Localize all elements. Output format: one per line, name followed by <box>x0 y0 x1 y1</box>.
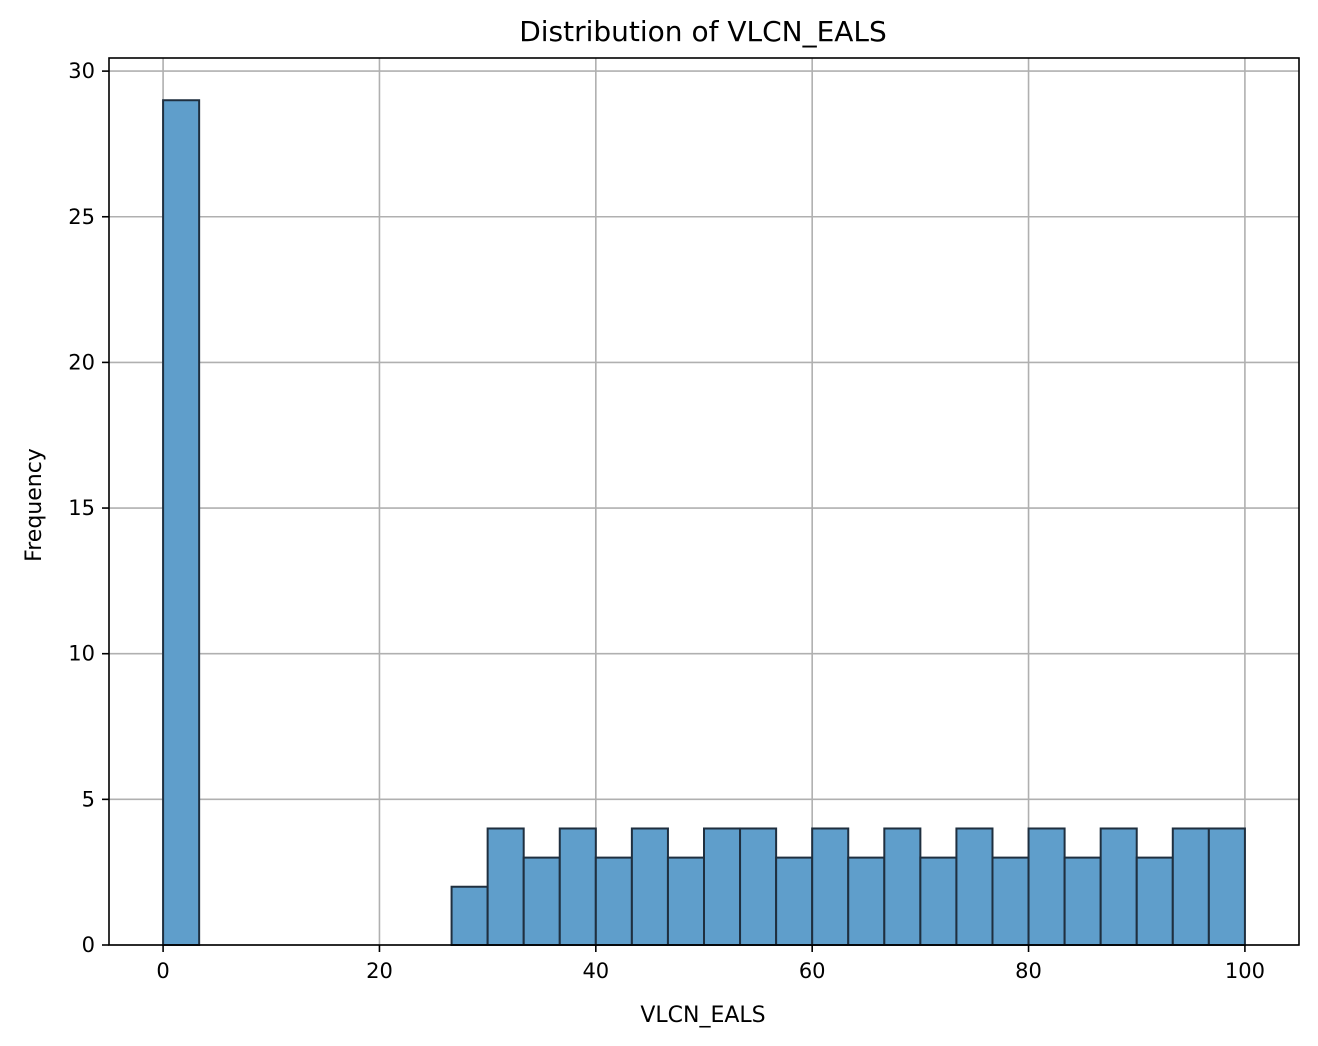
histogram-bar <box>811 827 850 947</box>
histogram-bar <box>522 856 561 946</box>
grid-lines <box>109 58 1299 946</box>
y-axis-ticks: 0 5 10 15 20 25 30 <box>68 59 109 957</box>
histogram-bar <box>1063 856 1102 946</box>
histogram-bar <box>558 827 597 947</box>
histogram-bar <box>666 856 705 946</box>
x-tick-label: 100 <box>1225 959 1265 983</box>
y-axis-label: Frequency <box>22 448 47 562</box>
x-tick-label: 20 <box>366 959 393 983</box>
histogram-bar <box>1171 827 1210 947</box>
y-tick-label: 10 <box>68 642 95 666</box>
histogram-bar <box>703 827 742 947</box>
histogram-bar <box>486 827 525 947</box>
histogram-bar <box>883 827 922 947</box>
chart-title: Distribution of VLCN_EALS <box>519 15 887 48</box>
histogram-bar <box>775 856 814 946</box>
histogram-bar <box>955 827 994 947</box>
histogram-bar <box>1027 827 1066 947</box>
y-tick-label: 30 <box>68 59 95 83</box>
y-tick-label: 5 <box>82 787 95 811</box>
plot-frame <box>108 57 1300 946</box>
x-axis-label: VLCN_EALS <box>640 1003 765 1028</box>
x-tick-label: 40 <box>582 959 609 983</box>
histogram-bar <box>594 856 633 946</box>
histogram-bar <box>919 856 958 946</box>
histogram-bar <box>630 827 669 947</box>
histogram-bar <box>1099 827 1138 947</box>
histogram-bar <box>739 827 778 947</box>
histogram-bar <box>162 99 201 946</box>
histogram-bar <box>847 856 886 946</box>
y-tick-label: 20 <box>68 350 95 374</box>
x-tick-label: 0 <box>156 959 169 983</box>
bars <box>162 99 1246 947</box>
histogram-bar <box>1135 856 1174 946</box>
y-tick-label: 15 <box>68 496 95 520</box>
x-tick-label: 60 <box>799 959 826 983</box>
y-tick-label: 25 <box>68 205 95 229</box>
x-axis-ticks: 0 20 40 60 80 100 <box>156 945 1265 983</box>
histogram-bar <box>1207 827 1246 947</box>
x-tick-label: 80 <box>1015 959 1042 983</box>
histogram-bar <box>991 856 1030 946</box>
y-tick-label: 0 <box>82 933 95 957</box>
histogram-bar <box>450 885 489 946</box>
